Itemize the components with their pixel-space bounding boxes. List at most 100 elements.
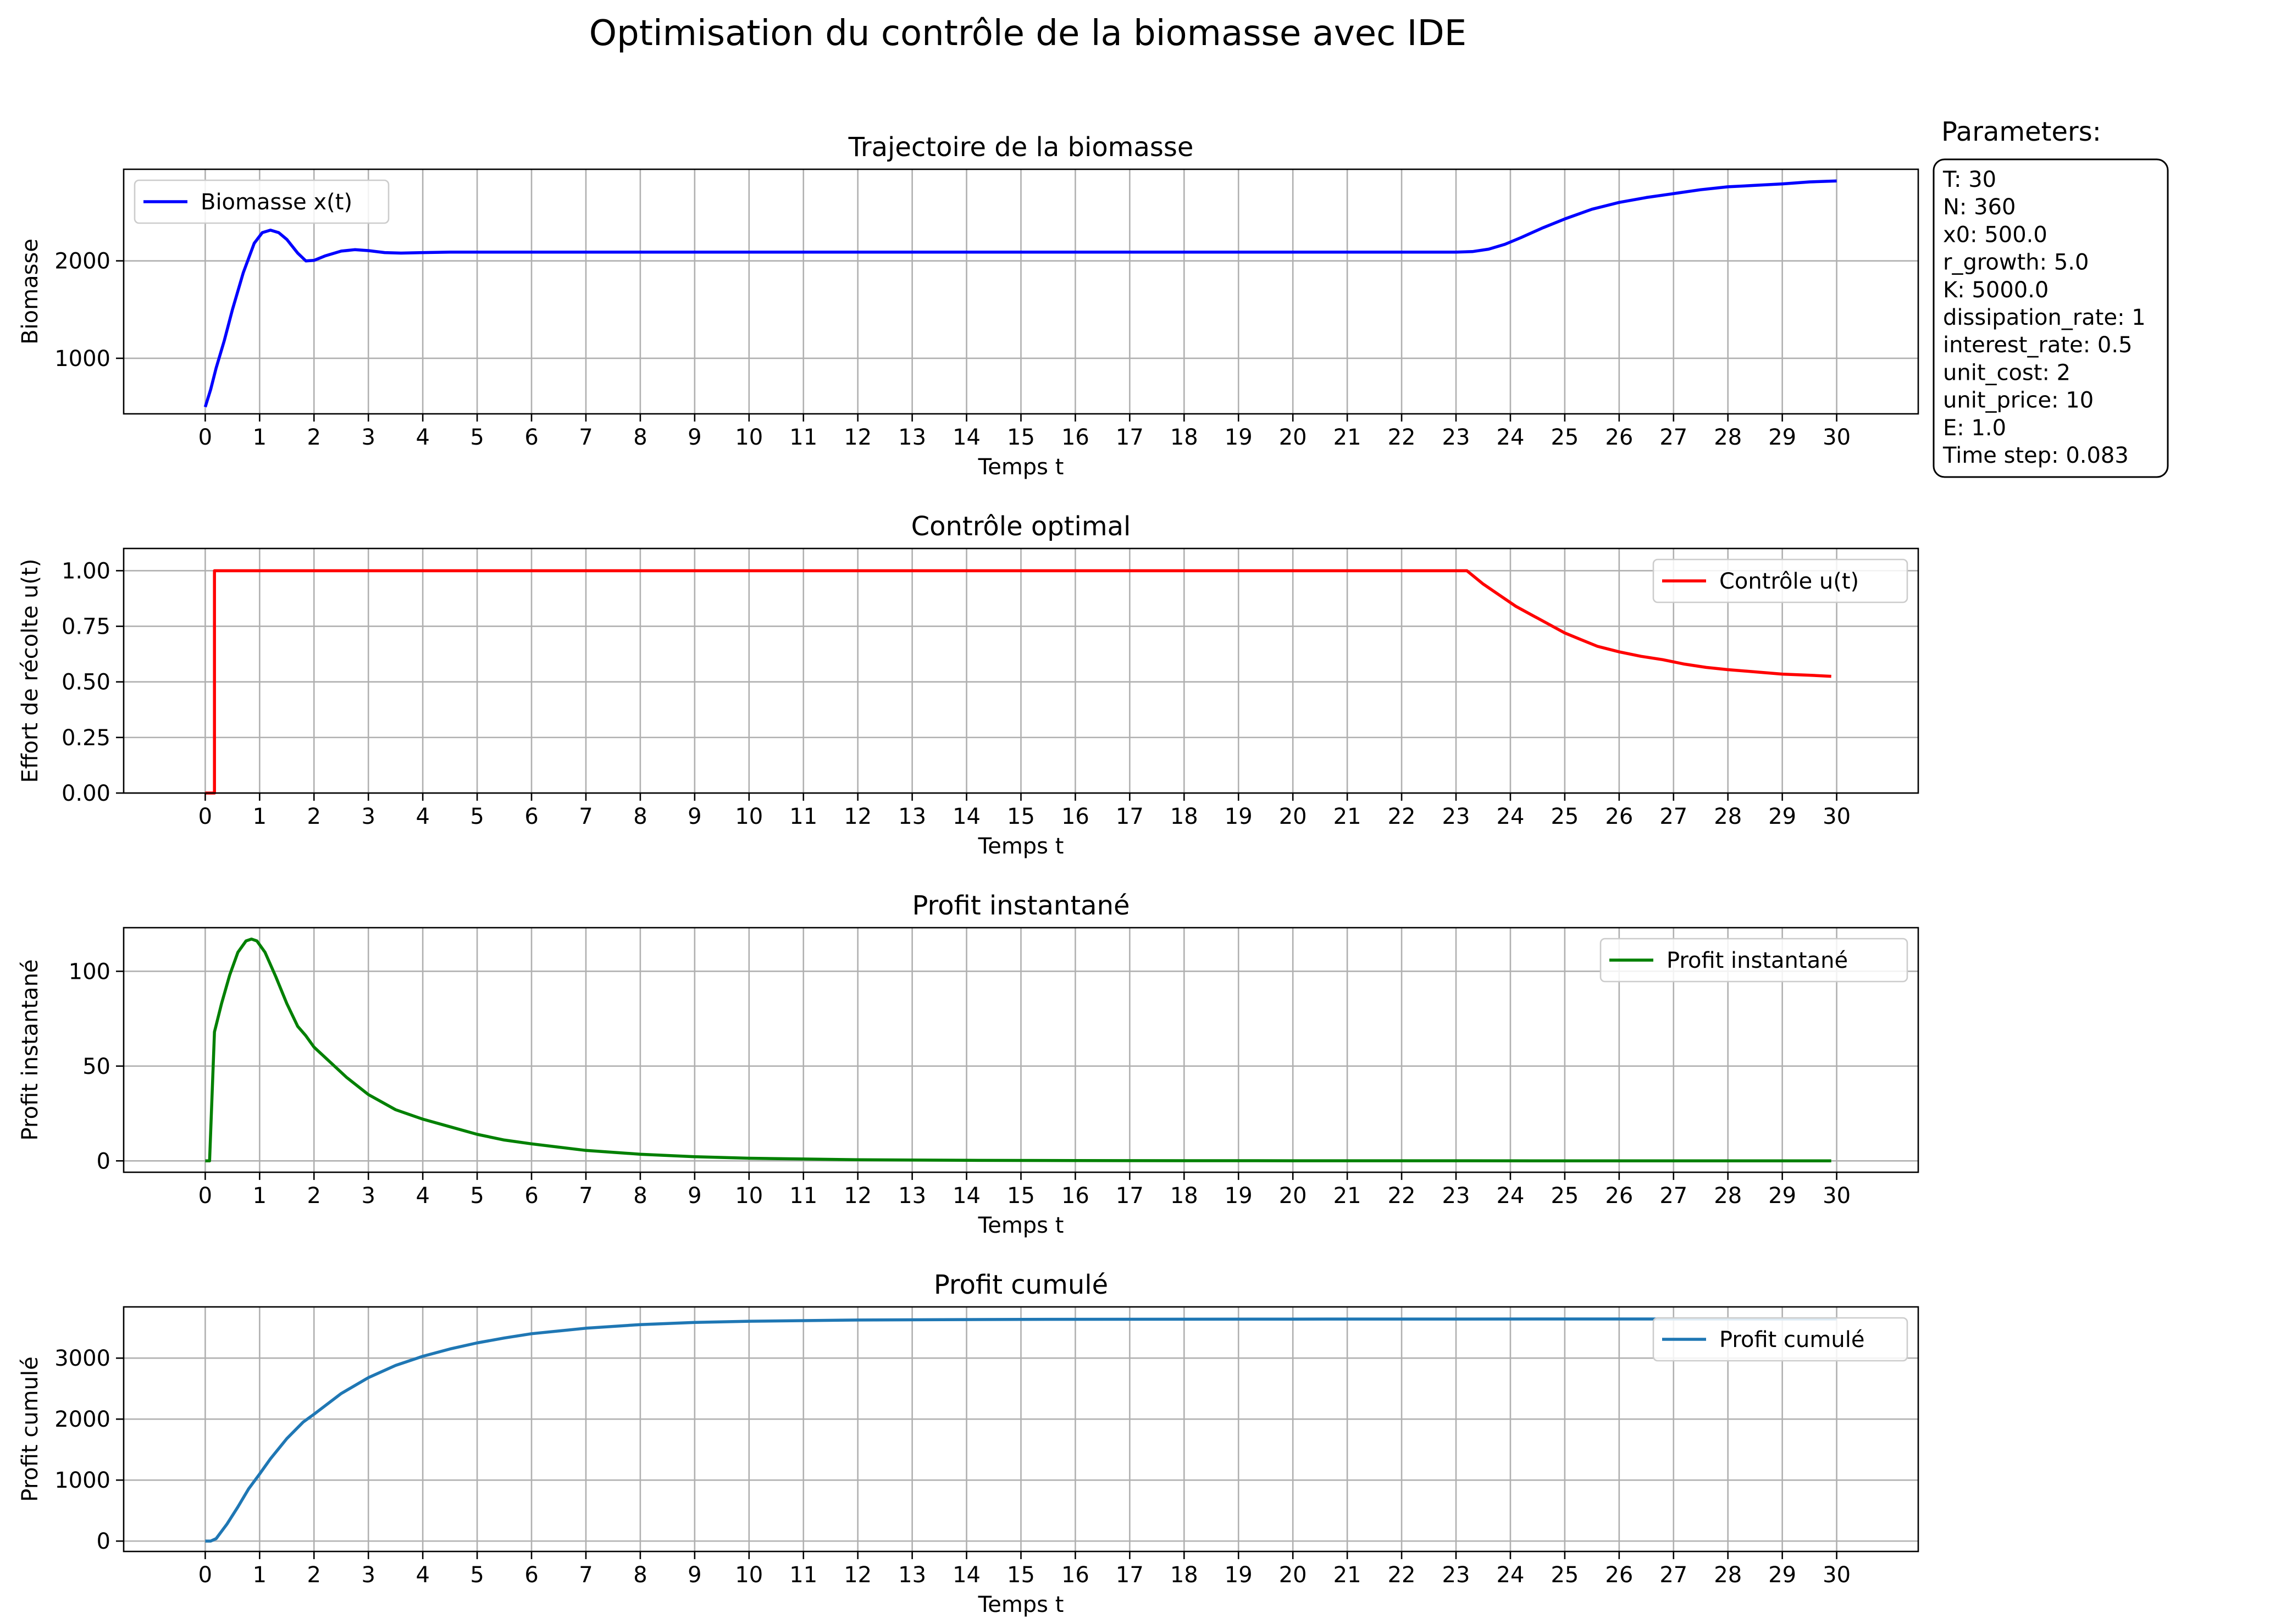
x-tick-label: 24 bbox=[1497, 1562, 1525, 1588]
x-tick-label: 12 bbox=[844, 1562, 872, 1588]
x-tick-label: 7 bbox=[579, 804, 593, 829]
x-tick-label: 5 bbox=[470, 1183, 484, 1209]
x-tick-label: 1 bbox=[253, 425, 267, 450]
x-tick-label: 12 bbox=[844, 1183, 872, 1209]
x-tick-label: 28 bbox=[1714, 1562, 1742, 1588]
x-tick-label: 6 bbox=[524, 804, 538, 829]
x-tick-label: 13 bbox=[898, 1562, 926, 1588]
x-tick-label: 17 bbox=[1116, 1562, 1144, 1588]
x-tick-label: 28 bbox=[1714, 1183, 1742, 1209]
y-axis-label: Profit cumulé bbox=[18, 1356, 43, 1501]
legend: Profit instantané bbox=[1599, 938, 1908, 983]
x-tick-label: 11 bbox=[789, 425, 817, 450]
legend: Biomasse x(t) bbox=[134, 179, 390, 224]
x-tick-label: 17 bbox=[1116, 804, 1144, 829]
x-tick-label: 29 bbox=[1768, 1562, 1796, 1588]
x-tick-label: 2 bbox=[307, 1183, 321, 1209]
x-axis-label: Temps t bbox=[978, 1592, 1064, 1617]
y-tick-label: 0.50 bbox=[62, 670, 110, 695]
x-tick-label: 4 bbox=[416, 804, 429, 829]
x-axis-label: Temps t bbox=[978, 1213, 1064, 1238]
x-tick-label: 28 bbox=[1714, 804, 1742, 829]
legend-entry: Profit instantané bbox=[1667, 948, 1848, 973]
x-tick-label: 4 bbox=[416, 425, 429, 450]
x-tick-label: 5 bbox=[470, 1562, 484, 1588]
x-tick-label: 4 bbox=[416, 1562, 429, 1588]
x-tick-label: 3 bbox=[362, 1183, 375, 1209]
grid bbox=[124, 169, 1918, 414]
x-tick-label: 10 bbox=[735, 425, 763, 450]
legend-entry: Contrôle u(t) bbox=[1719, 569, 1859, 594]
x-tick-label: 6 bbox=[524, 425, 538, 450]
x-tick-label: 7 bbox=[579, 1183, 593, 1209]
legend-frame bbox=[1652, 558, 1908, 603]
x-tick-label: 18 bbox=[1170, 1183, 1198, 1209]
x-tick-label: 27 bbox=[1659, 1183, 1687, 1209]
series-line-1 bbox=[203, 179, 1837, 408]
x-tick-label: 12 bbox=[844, 425, 872, 450]
parameter-line: Time step: 0.083 bbox=[1942, 443, 2129, 468]
x-tick-label: 25 bbox=[1551, 1562, 1579, 1588]
x-tick-label: 30 bbox=[1823, 804, 1851, 829]
x-tick-label: 0 bbox=[198, 804, 212, 829]
legend-entry: Profit cumulé bbox=[1719, 1327, 1864, 1353]
x-tick-label: 22 bbox=[1388, 425, 1416, 450]
y-tick-label: 100 bbox=[69, 959, 110, 984]
x-tick-label: 0 bbox=[198, 425, 212, 450]
x-tick-label: 22 bbox=[1388, 1183, 1416, 1209]
y-tick-label: 3000 bbox=[54, 1346, 110, 1371]
y-tick-label: 0.25 bbox=[62, 725, 110, 751]
x-tick-label: 23 bbox=[1442, 425, 1470, 450]
legend-entry: Biomasse x(t) bbox=[201, 190, 352, 215]
legend-frame bbox=[134, 179, 390, 224]
x-tick-label: 10 bbox=[735, 1183, 763, 1209]
x-tick-label: 26 bbox=[1605, 425, 1633, 450]
x-tick-label: 0 bbox=[198, 1183, 212, 1209]
x-tick-label: 16 bbox=[1061, 1562, 1089, 1588]
x-tick-label: 24 bbox=[1497, 1183, 1525, 1209]
x-tick-label: 13 bbox=[898, 804, 926, 829]
y-tick-label: 0 bbox=[97, 1529, 110, 1554]
x-tick-label: 23 bbox=[1442, 1562, 1470, 1588]
x-tick-label: 27 bbox=[1659, 1562, 1687, 1588]
x-tick-label: 27 bbox=[1659, 425, 1687, 450]
subplot-3: 0 1 2 3 4 5 6 7 8 9 10 11 12 13 14 15 16 17 18 19 20 21 22 23 24… bbox=[18, 890, 1919, 1238]
y-axis-label: Biomasse bbox=[18, 239, 43, 345]
legend: Contrôle u(t) bbox=[1652, 558, 1908, 603]
parameter-line: E: 1.0 bbox=[1943, 415, 2006, 441]
subplot-title: Contrôle optimal bbox=[911, 511, 1131, 542]
x-tick-label: 16 bbox=[1061, 804, 1089, 829]
parameter-line: interest_rate: 0.5 bbox=[1943, 332, 2133, 358]
x-tick-label: 1 bbox=[253, 804, 267, 829]
x-tick-label: 18 bbox=[1170, 804, 1198, 829]
parameter-line: N: 360 bbox=[1943, 195, 2016, 220]
x-tick-label: 21 bbox=[1333, 1183, 1361, 1209]
x-tick-label: 30 bbox=[1823, 1183, 1851, 1209]
x-axis-label: Temps t bbox=[978, 455, 1064, 480]
x-tick-label: 4 bbox=[416, 1183, 429, 1209]
x-axis-label: Temps t bbox=[978, 834, 1064, 859]
x-tick-label: 19 bbox=[1225, 1183, 1253, 1209]
x-tick-label: 2 bbox=[307, 1562, 321, 1588]
x-tick-label: 22 bbox=[1388, 1562, 1416, 1588]
x-tick-label: 19 bbox=[1225, 804, 1253, 829]
x-tick-label: 8 bbox=[633, 425, 647, 450]
x-tick-label: 30 bbox=[1823, 1562, 1851, 1588]
x-tick-label: 25 bbox=[1551, 1183, 1579, 1209]
x-tick-label: 1 bbox=[253, 1183, 267, 1209]
parameters-frame bbox=[1933, 158, 2169, 478]
x-tick-label: 29 bbox=[1768, 1183, 1796, 1209]
subplot-4: 0 1 2 3 4 5 6 7 8 9 10 11 12 13 14 15 16 17 18 19 20 21 22 23 24… bbox=[18, 1270, 1919, 1617]
x-tick-label: 20 bbox=[1279, 804, 1307, 829]
parameter-line: unit_price: 10 bbox=[1943, 388, 2094, 413]
y-tick-label: 1000 bbox=[54, 1468, 110, 1493]
grid bbox=[124, 548, 1918, 794]
x-tick-label: 30 bbox=[1823, 425, 1851, 450]
subplot-title: Profit cumulé bbox=[934, 1270, 1108, 1300]
x-tick-label: 12 bbox=[844, 804, 872, 829]
x-tick-label: 2 bbox=[307, 425, 321, 450]
x-tick-label: 20 bbox=[1279, 1562, 1307, 1588]
x-tick-label: 26 bbox=[1605, 1562, 1633, 1588]
x-tick-label: 7 bbox=[579, 425, 593, 450]
x-tick-label: 21 bbox=[1333, 804, 1361, 829]
